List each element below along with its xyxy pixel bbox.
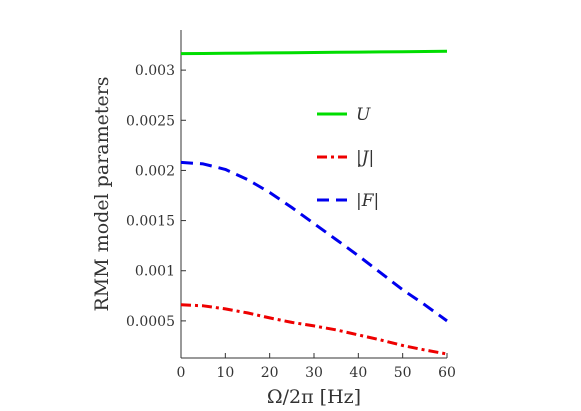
series-line-j: [180, 303, 448, 356]
y-tick-label: 0.003: [135, 63, 175, 79]
x-tick-label: 30: [305, 365, 323, 381]
x-tick-label: 40: [349, 365, 367, 381]
y-tick-label: 0.0005: [126, 314, 175, 330]
series-line-u: [180, 49, 448, 56]
series-line-f: [180, 160, 448, 323]
y-tick-label: 0.002: [135, 163, 175, 179]
x-tick-label: 0: [177, 365, 186, 381]
legend-label-u: U: [356, 105, 371, 125]
legend-label-j: |J|: [356, 148, 374, 168]
legend: U |J| |F|: [317, 105, 379, 211]
x-tick-label: 60: [438, 365, 456, 381]
x-tick-label: 10: [216, 365, 234, 381]
x-tick-label: 20: [261, 365, 279, 381]
y-tick-label: 0.001: [135, 264, 175, 280]
y-tick-label: 0.0015: [126, 214, 175, 230]
y-tick-label: 0.0025: [126, 113, 175, 129]
x-axis-ticks: 0 10 20 30 40 50 60: [177, 353, 456, 381]
series-layer: [180, 49, 448, 356]
y-axis-title: RMM model parameters: [91, 76, 113, 311]
legend-label-f: |F|: [356, 191, 379, 211]
y-axis-ticks: 0.0005 0.001 0.0015 0.002 0.0025 0.003: [126, 63, 186, 330]
x-axis-title: Ω/2π [Hz]: [267, 386, 361, 408]
x-tick-label: 50: [394, 365, 412, 381]
axes-frame: [180, 30, 447, 359]
